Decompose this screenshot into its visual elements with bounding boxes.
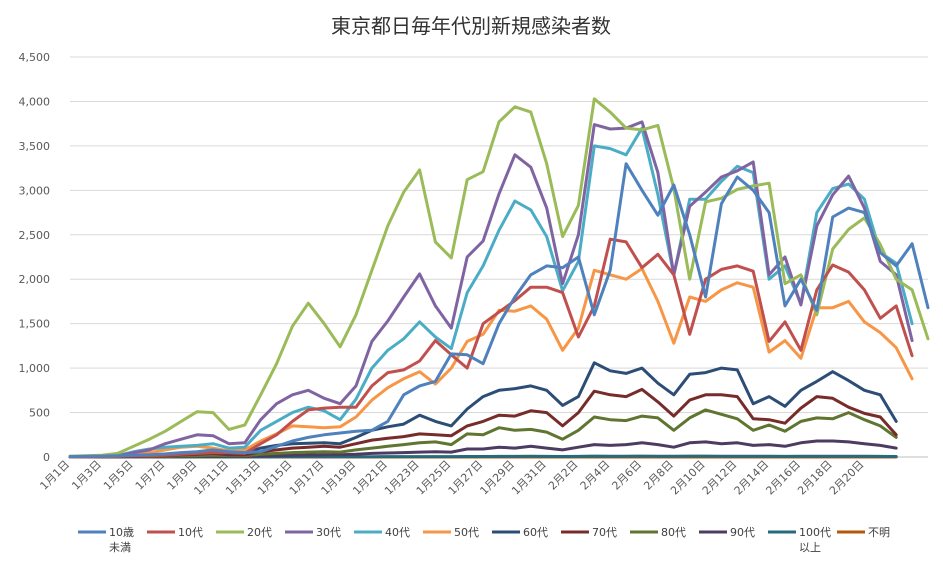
y-tick-label: 4,500 <box>19 51 51 64</box>
legend-label: 100代以上 <box>799 526 831 554</box>
legend-label: 10代 <box>178 526 203 539</box>
legend-label: 40代 <box>385 526 410 539</box>
series-line <box>68 237 914 459</box>
y-tick-label: 1,500 <box>19 318 51 331</box>
x-tick-label: 1月5日 <box>101 458 136 493</box>
series-line <box>68 408 898 459</box>
y-tick-label: 2,500 <box>19 229 51 242</box>
y-tick-label: 1,000 <box>19 362 51 375</box>
series-line <box>68 126 914 459</box>
y-tick-label: 2,000 <box>19 273 51 286</box>
series-line <box>68 162 930 459</box>
x-tick-label: 2月6日 <box>609 458 644 493</box>
legend-label: 30代 <box>316 526 341 539</box>
legend-label: 10歳未満 <box>109 526 134 554</box>
x-tick-label: 1月3日 <box>69 458 104 493</box>
legend-label: 不明 <box>868 526 890 539</box>
legend-label: 80代 <box>661 526 686 539</box>
legend-label: 20代 <box>247 526 272 539</box>
legend-label: 60代 <box>523 526 548 539</box>
legend-label: 90代 <box>730 526 755 539</box>
x-tick-label: 1月7日 <box>133 458 168 493</box>
x-tick-label: 2月20日 <box>827 458 867 498</box>
x-tick-label: 1月31日 <box>509 458 549 498</box>
legend-label: 50代 <box>454 526 479 539</box>
series-line <box>68 267 914 459</box>
y-tick-label: 4,000 <box>19 95 51 108</box>
y-tick-label: 3,000 <box>19 184 51 197</box>
series-line <box>68 120 914 459</box>
series-line <box>68 97 930 458</box>
y-tick-label: 0 <box>43 451 50 464</box>
y-tick-label: 3,500 <box>19 140 51 153</box>
chart-title: 東京都日毎年代別新規感染者数 <box>331 14 611 38</box>
x-tick-label: 2月4日 <box>578 458 613 493</box>
series-line <box>68 361 898 459</box>
y-tick-label: 500 <box>29 407 50 420</box>
legend-label: 70代 <box>592 526 617 539</box>
x-tick-label: 2月2日 <box>546 458 581 493</box>
